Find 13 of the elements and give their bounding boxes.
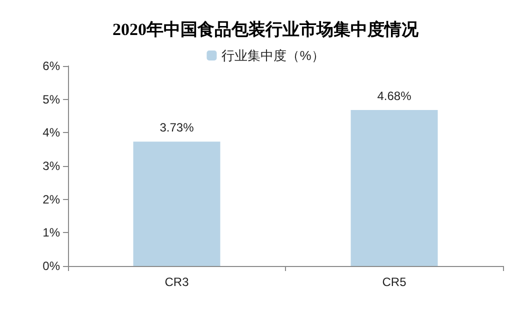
y-tick-label: 2% — [42, 192, 60, 206]
chart-title: 2020年中国食品包装行业市场集中度情况 — [112, 20, 420, 39]
y-tick-label: 3% — [42, 159, 60, 173]
x-tick-label: CR3 — [164, 275, 190, 289]
y-tick-label: 1% — [42, 226, 60, 240]
y-tick-label: 6% — [42, 59, 60, 73]
x-tick-label: CR5 — [382, 275, 407, 289]
data-label: 4.68% — [377, 89, 412, 103]
y-tick-label: 0% — [42, 259, 60, 273]
y-tick-label: 5% — [42, 92, 60, 106]
data-label: 3.73% — [160, 120, 194, 135]
legend-label: 行业集中度（%） — [222, 48, 324, 63]
y-tick-label: 4% — [42, 126, 60, 140]
